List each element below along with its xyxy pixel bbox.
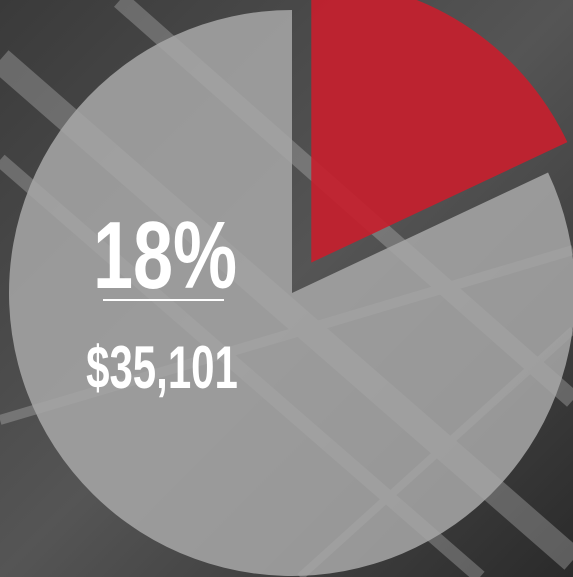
value-label: 18% (93, 201, 237, 308)
labels: 18% $35,101 (86, 201, 238, 401)
pie-slice (311, 0, 568, 263)
pie (9, 0, 573, 576)
annotation: $35,101 (86, 334, 238, 401)
pie-slice (9, 10, 573, 576)
